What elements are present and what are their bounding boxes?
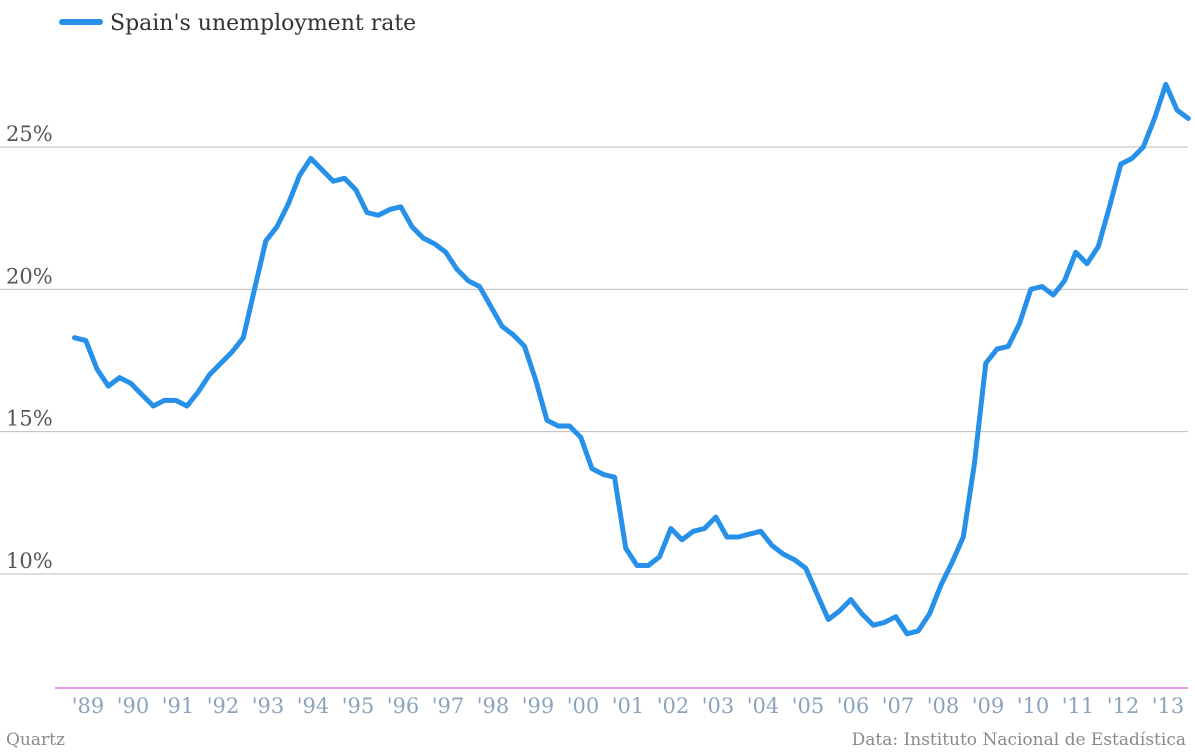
y-tick-label: 20%: [6, 264, 53, 288]
x-tick-label: '01: [612, 694, 645, 718]
x-tick-label: '98: [477, 694, 510, 718]
x-tick-label: '13: [1152, 694, 1185, 718]
x-tick-label: '93: [252, 694, 285, 718]
y-tick-label: 10%: [6, 549, 53, 573]
x-tick-label: '99: [522, 694, 555, 718]
y-axis-ticks: 10% 15% 20% 25%: [6, 122, 53, 573]
credit-left: Quartz: [6, 730, 65, 750]
x-tick-label: '09: [972, 694, 1005, 718]
x-tick-label: '10: [1017, 694, 1050, 718]
series-line-unemployment: [72, 81, 1191, 637]
series-layer: [72, 81, 1191, 637]
x-tick-label: '03: [702, 694, 735, 718]
x-tick-label: '97: [432, 694, 465, 718]
y-tick-label: 15%: [6, 407, 53, 431]
x-tick-label: '08: [927, 694, 960, 718]
x-tick-label: '11: [1062, 694, 1095, 718]
x-tick-label: '89: [72, 694, 105, 718]
x-tick-label: '05: [792, 694, 825, 718]
x-tick-label: '07: [882, 694, 915, 718]
gridlines: [0, 146, 1188, 575]
y-tick-label: 25%: [6, 122, 53, 146]
x-tick-label: '90: [117, 694, 150, 718]
legend: Spain's unemployment rate: [59, 11, 416, 36]
credit-right: Data: Instituto Nacional de Estadística: [852, 730, 1186, 750]
x-tick-label: '95: [342, 694, 375, 718]
x-tick-label: '00: [567, 694, 600, 718]
x-tick-label: '91: [162, 694, 195, 718]
legend-label: Spain's unemployment rate: [110, 11, 416, 36]
x-axis-ticks: '89 '90 '91 '92 '93 '94 '95 '96 '97 '98 '99 '00 '01 '…: [72, 694, 1185, 718]
x-tick-label: '04: [747, 694, 780, 718]
x-tick-label: '12: [1107, 694, 1140, 718]
x-tick-label: '96: [387, 694, 420, 718]
x-tick-label: '94: [297, 694, 330, 718]
x-tick-label: '02: [657, 694, 690, 718]
x-tick-label: '92: [207, 694, 240, 718]
x-tick-label: '06: [837, 694, 870, 718]
